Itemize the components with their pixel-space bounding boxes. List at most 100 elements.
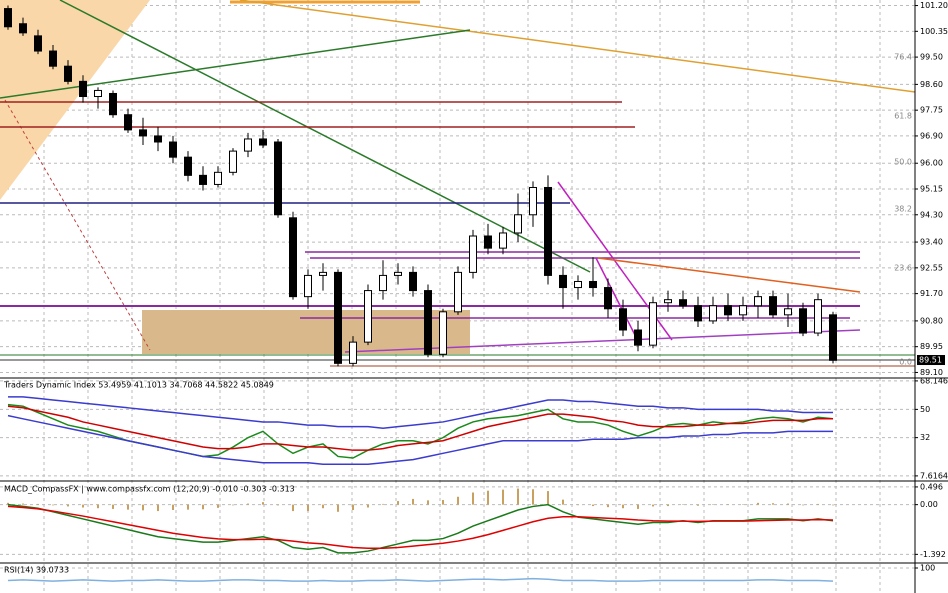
candle-body — [709, 305, 717, 322]
candle-body — [409, 271, 417, 292]
histogram-bar — [457, 496, 459, 505]
candle-body — [829, 314, 837, 361]
candle-body — [259, 138, 267, 146]
fib-label: 50.0 — [894, 158, 912, 167]
candle-body — [19, 23, 27, 34]
candle-body — [304, 274, 312, 298]
trend-line — [597, 257, 861, 293]
candle-body — [34, 35, 42, 52]
candle-body — [454, 271, 462, 313]
histogram-bar — [667, 504, 669, 507]
candle-body — [739, 305, 747, 316]
candle-body — [229, 150, 237, 173]
histogram-bar — [292, 504, 294, 512]
y-tick-label: 95.15 — [920, 185, 943, 194]
histogram-bar — [412, 498, 414, 505]
candle-body — [274, 141, 282, 216]
histogram-bar — [277, 504, 279, 506]
histogram-bar — [592, 504, 594, 507]
y-tick-label: 96.90 — [920, 131, 943, 140]
indicator-line — [7, 405, 833, 451]
candle-body — [349, 341, 357, 364]
histogram-bar — [772, 503, 774, 505]
zone — [142, 310, 470, 354]
candle-body — [334, 271, 342, 364]
histogram-bar — [262, 502, 264, 505]
candle-body — [649, 302, 657, 346]
histogram-bar — [202, 504, 204, 510]
candle-body — [79, 80, 87, 98]
y-tick-label: 100 — [920, 564, 935, 573]
histogram-bar — [652, 504, 654, 507]
candle-body — [559, 274, 567, 289]
trend-line — [4, 99, 151, 351]
candle-body — [214, 171, 222, 185]
histogram-bar — [337, 504, 339, 512]
y-tick-label: 96.00 — [920, 159, 943, 168]
candle-body — [694, 305, 702, 322]
y-tick-label: 0.00 — [920, 500, 938, 509]
panel-title: Traders Dynamic Index 53.4959 41.1013 34… — [3, 381, 274, 390]
histogram-bar — [172, 504, 174, 510]
candle-body — [124, 114, 132, 131]
candle-body — [49, 50, 57, 67]
histogram-bar — [727, 504, 729, 505]
indicator-line — [7, 577, 834, 582]
candle-body — [469, 235, 477, 273]
histogram-bar — [112, 504, 114, 509]
candle-body — [109, 92, 117, 116]
y-tick-label: -1.392 — [920, 550, 946, 559]
y-tick-label: 94.30 — [920, 210, 943, 219]
candle-body — [364, 290, 372, 343]
indicator-line — [7, 505, 834, 549]
candle-body — [199, 174, 207, 185]
candle-body — [289, 217, 297, 298]
indicator-line — [7, 503, 834, 554]
histogram-bar — [157, 504, 159, 512]
price-label: 89.51 — [919, 356, 942, 365]
fib-label: 38.2 — [894, 205, 912, 214]
histogram-bar — [607, 504, 609, 508]
histogram-bar — [232, 504, 234, 506]
y-tick-label: 89.95 — [920, 342, 943, 351]
y-tick-label: 101.20 — [920, 1, 948, 10]
histogram-bar — [82, 504, 84, 508]
indicator-line — [8, 396, 833, 429]
histogram-bar — [67, 504, 69, 507]
histogram-bar — [517, 488, 519, 505]
price-label-bg — [917, 355, 945, 366]
histogram-bar — [487, 490, 489, 505]
histogram-bar — [22, 503, 24, 505]
candle-body — [814, 299, 822, 334]
y-tick-label: 97.75 — [920, 106, 943, 115]
candle-body — [769, 296, 777, 316]
histogram-bar — [697, 504, 699, 506]
histogram-bar — [637, 504, 639, 509]
histogram-bar — [187, 504, 189, 510]
histogram-bar — [712, 504, 714, 505]
candle-body — [799, 308, 807, 334]
candle-body — [154, 135, 162, 143]
candle-body — [634, 329, 642, 346]
candle-body — [544, 186, 552, 276]
candle-body — [319, 271, 327, 276]
trend-line — [239, 0, 916, 93]
histogram-bar — [127, 504, 129, 510]
histogram-bar — [382, 503, 384, 505]
candle-body — [754, 296, 762, 307]
trend-line — [0, 29, 471, 99]
fib-label: 76.4 — [894, 53, 912, 62]
candle-body — [184, 156, 192, 176]
candle-body — [64, 65, 72, 82]
panel-title: RSI(14) 39.0733 — [4, 566, 69, 575]
y-tick-label: 98.60 — [920, 80, 943, 89]
candle-body — [679, 299, 687, 307]
candle-body — [499, 232, 507, 249]
histogram-bar — [322, 504, 324, 509]
candle-body — [514, 214, 522, 234]
histogram-bar — [622, 504, 624, 509]
histogram-bar — [817, 503, 819, 505]
histogram-bar — [52, 504, 54, 506]
